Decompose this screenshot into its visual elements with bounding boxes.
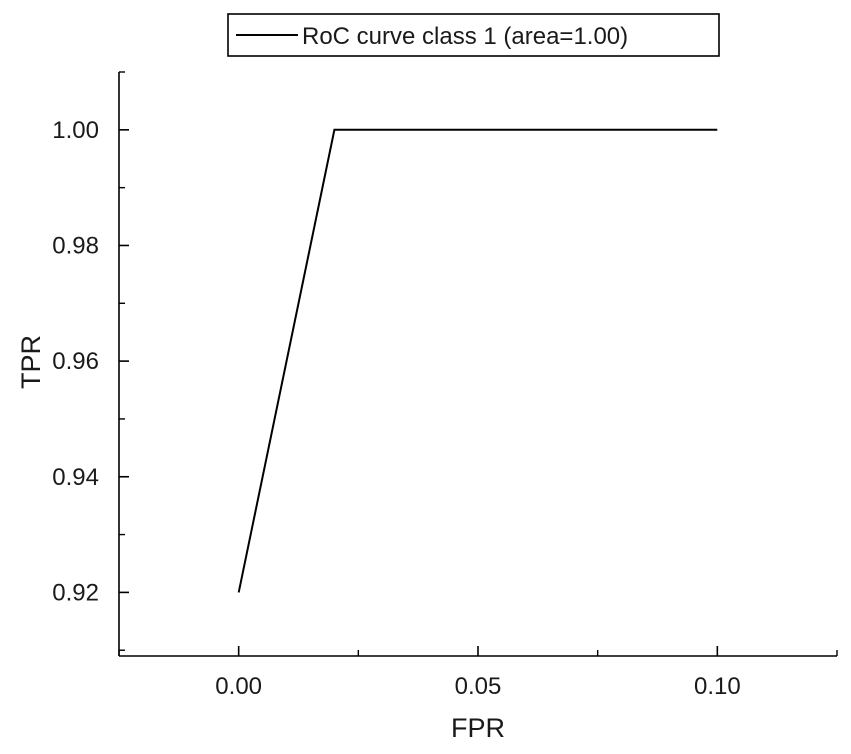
y-ticks: 0.92 0.94 0.96 0.98 1.00 [52, 71, 129, 651]
legend-box [227, 13, 720, 57]
x-tick-label: 0.10 [694, 673, 741, 700]
y-tick-label: 1.00 [52, 117, 99, 144]
axes [118, 72, 837, 657]
x-tick-label: 0.00 [215, 673, 262, 700]
y-tick-label: 0.94 [52, 464, 99, 491]
plot-area [237, 128, 718, 593]
y-tick-label: 0.92 [52, 579, 99, 606]
legend-label: RoC curve class 1 (area=1.00) [302, 23, 628, 50]
legend: RoC curve class 1 (area=1.00) [227, 13, 720, 57]
y-tick-label: 0.96 [52, 348, 99, 375]
x-axis-title: FPR [451, 713, 505, 743]
x-ticks: 0.00 0.05 0.10 [118, 646, 838, 700]
y-axis-title: TPR [16, 335, 46, 389]
roc-curve-line [237, 128, 718, 593]
y-tick-label: 0.98 [52, 232, 99, 259]
x-tick-label: 0.05 [455, 673, 502, 700]
